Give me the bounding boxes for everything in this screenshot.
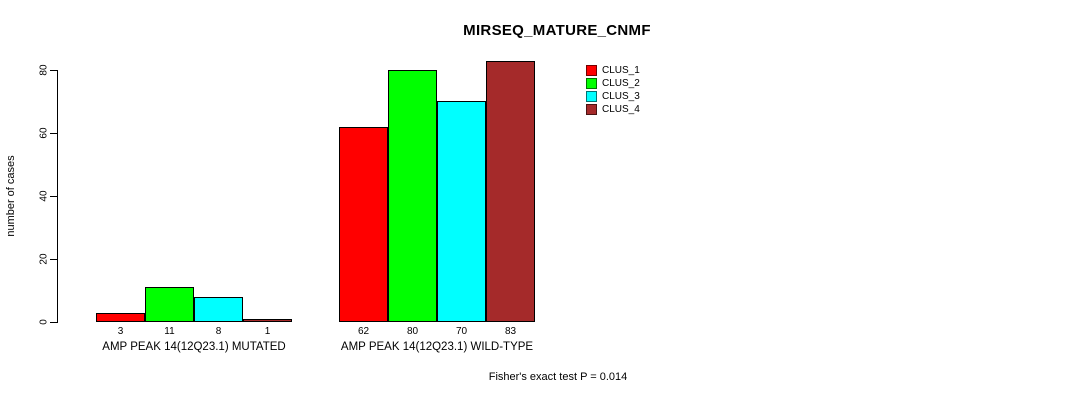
category-label: AMP PEAK 14(12Q23.1) WILD-TYPE: [340, 341, 534, 353]
bar-value-label: 8: [215, 326, 222, 337]
legend-label: CLUS_2: [602, 78, 640, 89]
y-axis-tick-label: 40: [38, 190, 50, 202]
category-label: AMP PEAK 14(12Q23.1) MUTATED: [102, 341, 286, 353]
y-axis-tick: [50, 70, 57, 71]
y-axis-line: [57, 70, 58, 323]
legend-label: CLUS_3: [602, 91, 640, 102]
legend-swatch: [586, 91, 597, 102]
bar: [243, 319, 292, 322]
y-axis-tick-label: 0: [38, 319, 50, 325]
bar-value-label: 3: [117, 326, 124, 337]
annotation-text: Fisher's exact test P = 0.014: [488, 371, 628, 383]
y-axis-tick: [50, 259, 57, 260]
legend-item: CLUS_1: [586, 64, 640, 77]
legend: CLUS_1 CLUS_2 CLUS_3 CLUS_4: [586, 64, 640, 116]
chart-title: MIRSEQ_MATURE_CNMF: [463, 22, 651, 39]
bar-value-label: 80: [406, 326, 419, 337]
y-axis-tick-label: 20: [38, 253, 50, 265]
y-axis-tick-label: 80: [38, 64, 50, 76]
legend-swatch: [586, 78, 597, 89]
y-axis-tick: [50, 196, 57, 197]
bar: [486, 61, 535, 322]
legend-label: CLUS_4: [602, 104, 640, 115]
bar: [194, 297, 243, 322]
bar-value-label: 62: [357, 326, 370, 337]
y-axis-tick: [50, 322, 57, 323]
legend-item: CLUS_3: [586, 90, 640, 103]
y-axis-tick: [50, 133, 57, 134]
bar: [96, 313, 145, 322]
bar: [339, 127, 388, 322]
bar: [145, 287, 194, 322]
bar-value-label: 1: [264, 326, 271, 337]
bar: [388, 70, 437, 322]
legend-item: CLUS_2: [586, 77, 640, 90]
bar-value-label: 11: [164, 326, 175, 337]
bar-value-label: 70: [455, 326, 468, 337]
y-axis-tick-label: 60: [38, 127, 50, 139]
bar: [437, 101, 486, 322]
legend-swatch: [586, 65, 597, 76]
legend-item: CLUS_4: [586, 103, 640, 116]
legend-swatch: [586, 104, 597, 115]
bar-value-label: 83: [504, 326, 517, 337]
legend-label: CLUS_1: [602, 65, 640, 76]
